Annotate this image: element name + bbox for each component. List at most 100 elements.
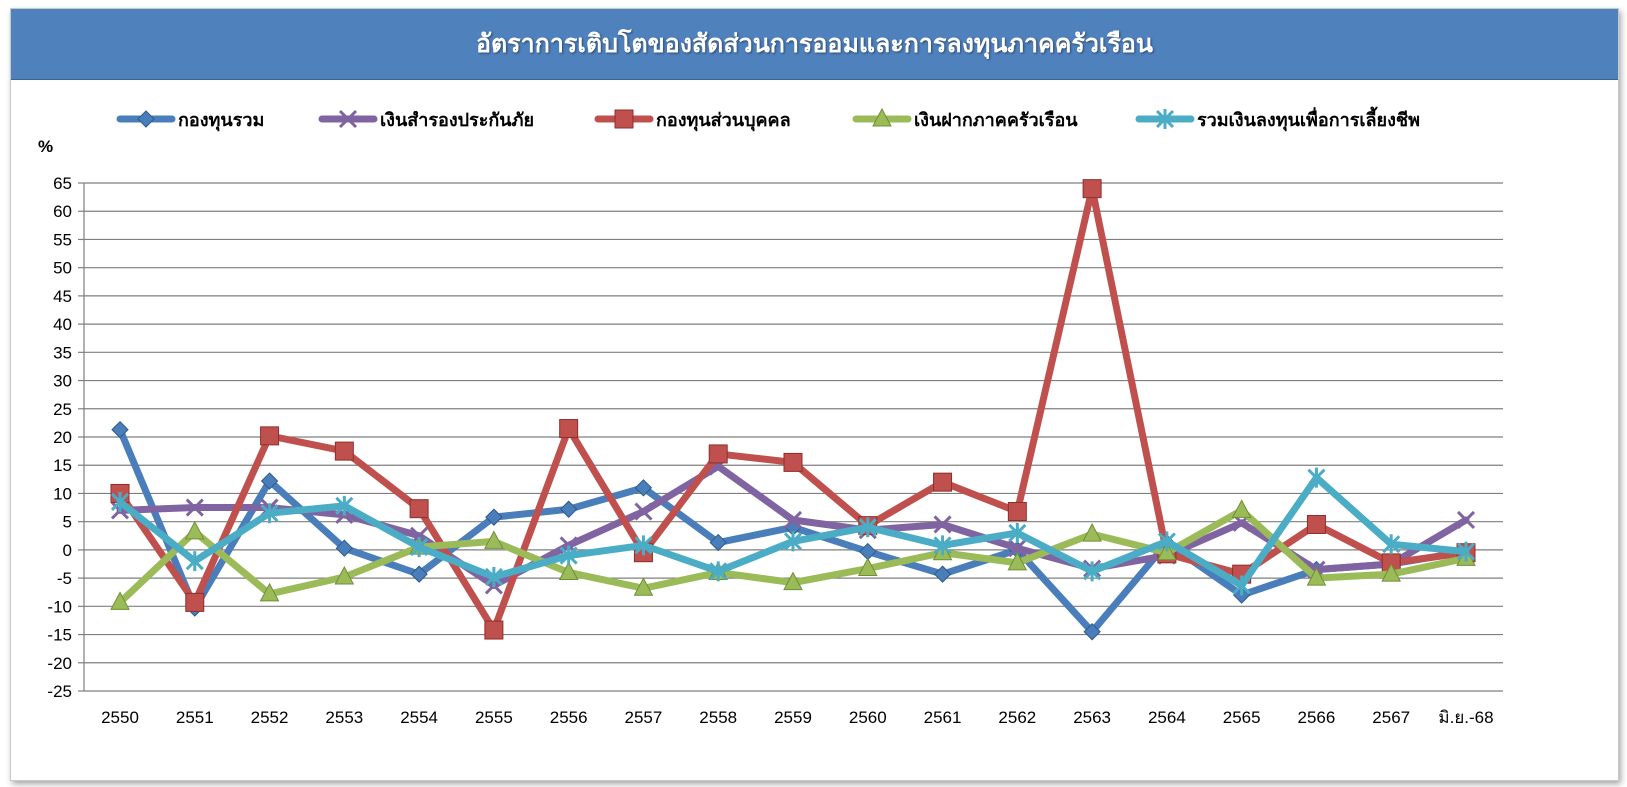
data-point — [1232, 575, 1251, 596]
data-point — [1306, 567, 1327, 586]
data-point — [409, 499, 429, 519]
data-point — [1008, 522, 1027, 543]
x-axis-tick-labels: 2550 2551 2552 2553 2554 2555 2556 2557 2558 2559… — [101, 708, 1494, 727]
data-point — [1082, 179, 1102, 199]
data-point — [184, 520, 205, 540]
data-point — [185, 592, 205, 612]
data-point — [1083, 561, 1102, 582]
data-point — [1456, 510, 1476, 530]
data-point — [559, 545, 578, 566]
legend-marker — [872, 107, 892, 127]
legend-entry: รวมเงินลงทุนเพื่อการเลี้ยงชีพ — [1135, 106, 1420, 132]
y-tick-label: 5 — [63, 513, 72, 532]
data-point — [1007, 551, 1028, 571]
data-point — [933, 565, 952, 583]
data-point — [484, 566, 503, 587]
series-3 — [110, 179, 1476, 640]
x-tick-label: 2558 — [699, 708, 737, 727]
legend-marker — [1155, 109, 1175, 129]
data-point — [634, 479, 653, 497]
data-point — [1007, 502, 1027, 522]
data-point — [933, 535, 952, 556]
legend-marker — [137, 110, 155, 128]
legend-entry: เงินฝากภาคครัวเรือน — [852, 107, 1078, 130]
data-point — [933, 515, 952, 534]
legend-entry: กองทุนรวม — [116, 110, 264, 132]
data-point — [110, 491, 130, 512]
y-tick-label: -25 — [47, 682, 72, 701]
legend-label: เงินสำรองประกันภัย — [380, 110, 534, 130]
x-tick-label: 2566 — [1298, 708, 1336, 727]
data-point — [1082, 523, 1102, 542]
y-axis-unit-label: % — [38, 137, 53, 156]
data-point — [410, 537, 429, 558]
y-tick-label: 15 — [53, 456, 72, 475]
x-tick-label: 2555 — [475, 708, 513, 727]
x-tick-label: 2564 — [1148, 708, 1186, 727]
data-point — [859, 542, 877, 561]
x-tick-label: 2551 — [176, 708, 214, 727]
legend-marker — [614, 109, 634, 129]
x-tick-label: 2553 — [325, 708, 363, 727]
data-point — [335, 539, 354, 557]
data-point — [1306, 514, 1326, 534]
data-point — [933, 472, 953, 492]
data-point — [335, 495, 354, 516]
series-5 — [110, 467, 1476, 596]
x-tick-label: 2557 — [625, 708, 663, 727]
series-group — [110, 179, 1476, 641]
y-tick-label: 35 — [53, 343, 72, 362]
y-tick-label: 45 — [53, 287, 72, 306]
data-point — [1381, 563, 1402, 582]
data-point — [1083, 623, 1101, 641]
data-point — [783, 531, 803, 552]
data-point — [708, 444, 728, 464]
chart-title: อัตราการเติบโตของสัดส่วนการออมและการลงทุ… — [475, 29, 1153, 58]
data-point — [1231, 499, 1252, 518]
legend-entry: เงินสำรองประกันภัย — [318, 109, 534, 130]
y-tick-label: 30 — [53, 372, 72, 391]
data-point — [858, 517, 877, 538]
legend-label: กองทุนรวม — [178, 110, 264, 132]
data-point — [1157, 531, 1176, 552]
legend-label: กองทุนส่วนบุคคล — [656, 110, 791, 132]
x-tick-label: 2561 — [924, 708, 962, 727]
data-point — [783, 510, 803, 530]
y-tick-label: 0 — [63, 541, 72, 560]
x-tick-label: 2559 — [774, 708, 812, 727]
x-tick-label: 2556 — [550, 708, 588, 727]
x-tick-label: 2552 — [251, 708, 289, 727]
data-point — [259, 582, 280, 602]
y-tick-label: 60 — [53, 202, 72, 221]
data-point — [185, 498, 204, 517]
data-point — [260, 426, 280, 446]
data-point — [559, 500, 578, 518]
data-point — [111, 420, 129, 439]
x-tick-label: 2567 — [1372, 708, 1410, 727]
data-point — [410, 565, 428, 583]
y-tick-label: 25 — [53, 400, 72, 419]
data-point — [185, 551, 204, 572]
data-point — [1008, 539, 1027, 558]
data-point — [110, 591, 130, 610]
data-point — [558, 561, 579, 580]
y-tick-label: 55 — [53, 230, 72, 249]
y-tick-label: 40 — [53, 315, 72, 334]
x-tick-label: 2550 — [101, 708, 139, 727]
x-tick-label: 2554 — [400, 708, 438, 727]
y-tick-label: -5 — [57, 569, 72, 588]
legend-entry: กองทุนส่วนบุคคล — [594, 109, 791, 132]
data-point — [559, 419, 579, 439]
data-point — [857, 557, 878, 577]
data-point — [633, 577, 654, 596]
y-tick-label: 65 — [53, 174, 72, 193]
data-point — [334, 441, 354, 461]
chart-title-bar: อัตราการเติบโตของสัดส่วนการออมและการลงทุ… — [11, 9, 1618, 80]
data-point — [1456, 541, 1476, 562]
data-point — [260, 503, 279, 524]
data-point — [709, 533, 727, 552]
y-tick-label: -15 — [47, 626, 72, 645]
data-point — [1307, 467, 1326, 488]
data-point — [709, 561, 728, 582]
y-tick-label: -10 — [47, 597, 72, 616]
